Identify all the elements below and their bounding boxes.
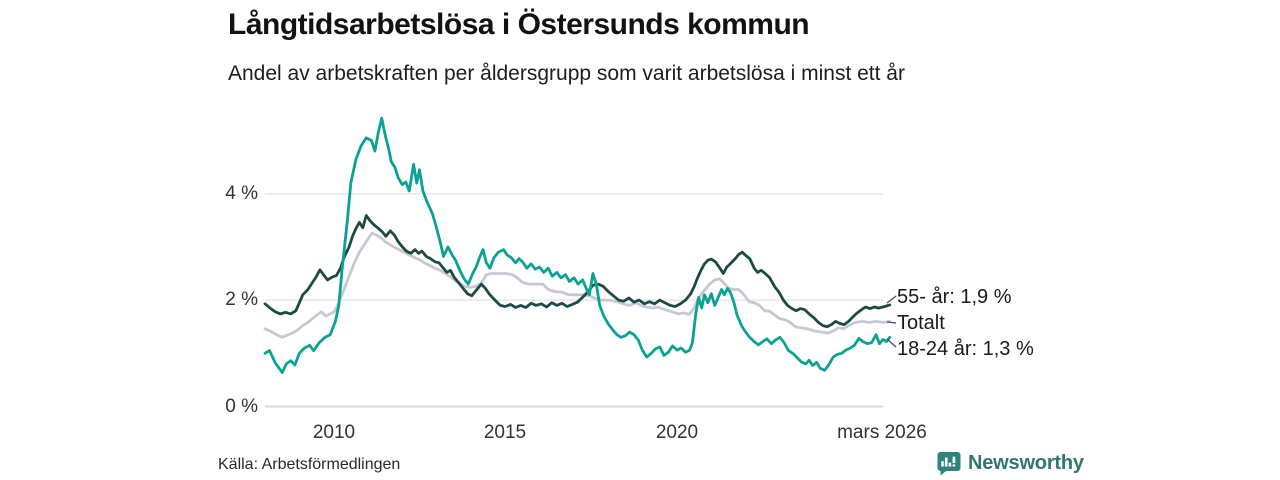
newsworthy-wordmark: Newsworthy (968, 452, 1084, 474)
series-label-18-24-ar: 18-24 år: 1,3 % (897, 338, 1034, 360)
y-tick-2pct: 2 % (225, 289, 258, 310)
legend-connector-lines (886, 295, 897, 348)
series-lines (263, 116, 892, 374)
source-attribution: Källa: Arbetsförmedlingen (218, 456, 401, 473)
page-title: Långtidsarbetslösa i Östersunds kommun (228, 8, 810, 41)
x-tick-mars-2026: mars 2026 (837, 422, 927, 443)
x-tick-2015: 2015 (483, 422, 527, 443)
series-label-55-ar: 55- år: 1,9 % (897, 286, 1012, 308)
y-tick-0pct: 0 % (225, 396, 258, 417)
series-line-55-r (263, 214, 892, 329)
series-label-totalt: Totalt (897, 312, 945, 334)
connector-55-ar (886, 295, 897, 304)
x-tick-2020: 2020 (655, 422, 699, 443)
y-tick-4pct: 4 % (225, 183, 258, 204)
page-subtitle: Andel av arbetskraften per åldersgrupp s… (228, 62, 905, 85)
connector-totalt (886, 321, 897, 324)
gridlines (265, 192, 883, 408)
series-line-totalt (263, 231, 892, 339)
newsworthy-branding: Newsworthy (936, 451, 1084, 476)
connector-18-24-ar (886, 338, 897, 348)
newsworthy-speech-bubble-bar-chart-icon (936, 451, 961, 476)
x-tick-2010: 2010 (312, 422, 356, 443)
series-line-18-24-r (263, 116, 892, 374)
